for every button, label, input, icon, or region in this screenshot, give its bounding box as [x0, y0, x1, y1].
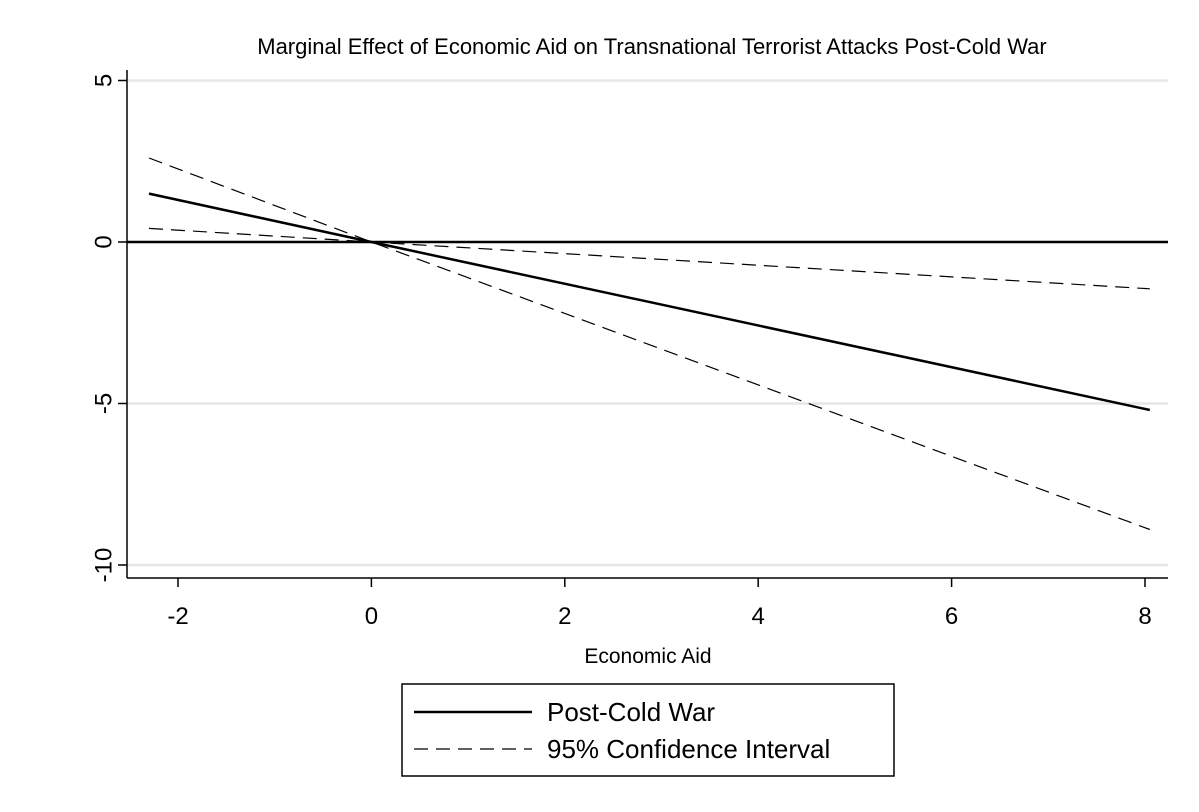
y-tick-label: 0 [90, 235, 117, 248]
y-tick-label: -10 [90, 548, 117, 583]
gridlines [127, 79, 1168, 567]
x-tick-label: 6 [945, 603, 958, 630]
legend-label-confidence-interval: 95% Confidence Interval [547, 734, 830, 764]
x-tick-label: 8 [1138, 603, 1151, 630]
chart-title: Marginal Effect of Economic Aid on Trans… [257, 34, 1047, 59]
series-lines [148, 157, 1151, 531]
x-tick-label: 4 [752, 603, 765, 630]
x-axis-title: Economic Aid [584, 645, 711, 668]
y-tick-label: -5 [90, 393, 117, 414]
x-tick-label: 0 [365, 603, 378, 630]
x-tick-label: -2 [167, 603, 188, 630]
y-axis-ticks: 5 0 -5 -10 [90, 74, 127, 583]
legend-box [401, 683, 895, 777]
x-axis-ticks: -2 0 2 4 6 8 [167, 578, 1152, 630]
series-line-ci-upper-bound [148, 227, 1150, 290]
y-tick-label: 5 [90, 74, 117, 87]
legend: Post-Cold War 95% Confidence Interval [401, 683, 895, 777]
x-tick-label: 2 [558, 603, 571, 630]
legend-label-post-cold-war: Post-Cold War [547, 697, 715, 727]
series-line-ci-lower-bound [148, 157, 1151, 531]
